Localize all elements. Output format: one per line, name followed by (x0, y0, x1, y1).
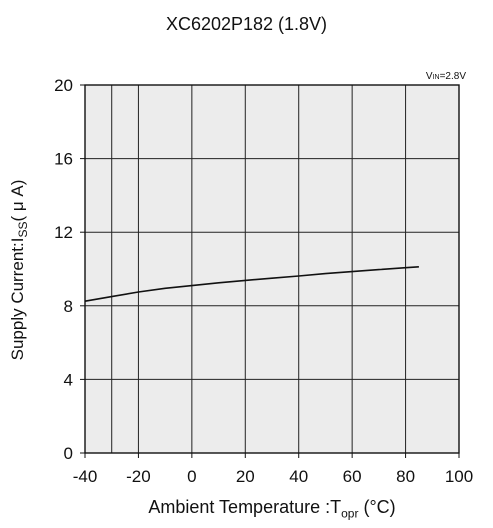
y-tick-label: 20 (54, 76, 73, 95)
x-tick-label: 80 (396, 467, 415, 486)
plot-background (85, 85, 459, 453)
x-tick-label: 0 (187, 467, 196, 486)
x-axis-label: Ambient Temperature :Topr (°C) (148, 497, 396, 521)
x-tick-label: -40 (73, 467, 98, 486)
y-tick-label: 0 (64, 444, 73, 463)
y-tick-label: 4 (64, 370, 73, 389)
x-tick-label: 100 (445, 467, 473, 486)
y-tick-label: 16 (54, 150, 73, 169)
y-tick-label: 8 (64, 297, 73, 316)
condition-label: VIN=2.8V (425, 71, 466, 82)
x-tick-label: 40 (289, 467, 308, 486)
y-tick-label: 12 (54, 223, 73, 242)
x-tick-label: 60 (343, 467, 362, 486)
plot-frame (84, 84, 460, 454)
x-tick-label: 20 (236, 467, 255, 486)
chart-title: XC6202P182 (1.8V) (165, 14, 328, 34)
series-line (84, 266, 419, 302)
x-tick-label: -20 (126, 467, 151, 486)
y-axis-label: Supply Current:ISS( μ A) (7, 179, 31, 361)
